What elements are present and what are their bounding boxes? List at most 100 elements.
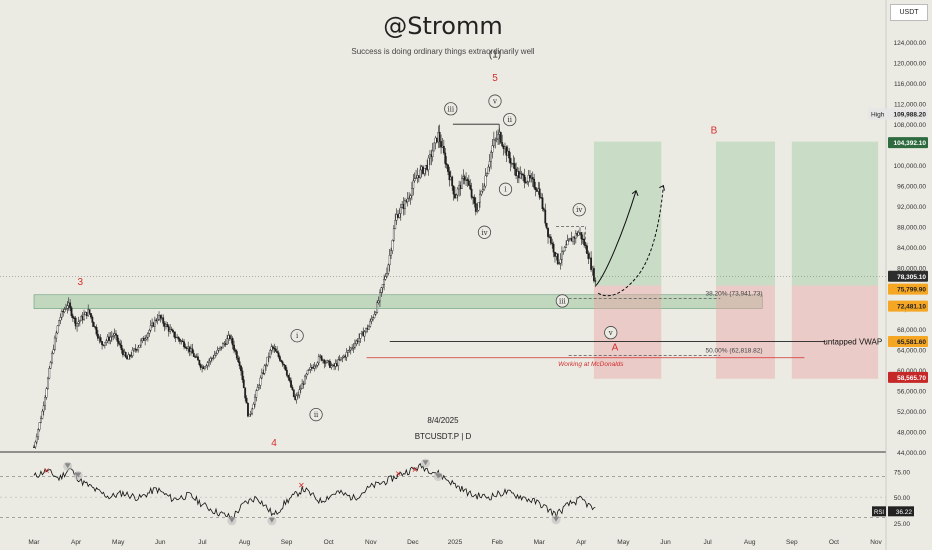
- candle-body: [144, 338, 147, 341]
- support-zone: [33, 294, 763, 309]
- price-tick: 60,000.00: [897, 368, 926, 375]
- candle-body: [492, 139, 495, 146]
- candle-body: [302, 383, 305, 385]
- candles-layer: [33, 124, 597, 449]
- candle-body: [112, 335, 115, 337]
- wave-label-v: v: [492, 98, 497, 106]
- candle-body: [317, 356, 320, 364]
- candle-body: [290, 380, 292, 388]
- candle-body: [545, 222, 548, 229]
- candle-body: [209, 358, 212, 362]
- time-axis: Mar Apr May Jun Jul Aug Sep Oct Nov Dec 2025 Feb Mar…: [28, 539, 882, 546]
- candle-body: [42, 405, 45, 412]
- candle-body: [431, 150, 434, 157]
- candle-body: [266, 356, 269, 366]
- time-tick: May: [112, 539, 125, 546]
- candle-body: [442, 145, 445, 154]
- rsi-tick: 75.00: [894, 469, 911, 476]
- wave-label-iv: iv: [481, 229, 487, 237]
- candle-body: [284, 365, 287, 371]
- candle-body: [487, 166, 490, 174]
- candle-body: [298, 389, 301, 396]
- candle-body: [301, 383, 304, 389]
- candle-body: [137, 347, 140, 351]
- candle-body: [423, 168, 426, 174]
- target-zone: [716, 141, 775, 286]
- candle-body: [206, 362, 209, 366]
- time-tick: Jun: [155, 539, 166, 546]
- candle-body: [34, 441, 37, 448]
- candle-body: [580, 232, 583, 240]
- candle-body: [269, 350, 272, 357]
- candle-body: [287, 374, 290, 378]
- candle-body: [529, 175, 531, 179]
- price-tag-bg: [888, 108, 928, 120]
- candle-body: [341, 357, 344, 359]
- candle-body: [231, 338, 234, 346]
- candle-body: [379, 292, 381, 302]
- rsi-pane: ✕ ✕ ✕ ✕ 75.00 50.00 25.00 RSI 36.22: [0, 458, 914, 528]
- lines-layer: 38.20% (73,941.73) 50.00% (62,818.82) unta…: [366, 123, 882, 368]
- candle-body: [456, 188, 459, 196]
- rsi-triangle-marker: [553, 516, 560, 522]
- candle-body: [237, 357, 240, 362]
- wave-circle: [488, 94, 502, 108]
- stop-zone: [791, 285, 879, 379]
- candle-body: [558, 262, 561, 265]
- projection-dashed: [597, 185, 664, 297]
- candle-body: [408, 197, 411, 200]
- candle-body: [253, 397, 256, 405]
- candle-body: [63, 309, 66, 312]
- candle-body: [203, 366, 206, 369]
- candle-body: [352, 347, 355, 349]
- candle-body: [383, 279, 386, 285]
- candle-body: [37, 429, 40, 438]
- candle-body: [53, 337, 56, 350]
- candle-body: [337, 359, 340, 366]
- rsi-cross-marker: ✕: [412, 465, 419, 474]
- candle-body: [445, 163, 448, 166]
- price-tick: 116,000.00: [894, 81, 926, 88]
- stop-zone: [716, 285, 775, 379]
- candle-body: [483, 185, 486, 190]
- candle-body: [198, 360, 201, 365]
- grid-layer: [0, 0, 887, 550]
- candle-body: [508, 150, 511, 159]
- time-tick: Apr: [576, 539, 587, 546]
- candle-body: [183, 341, 185, 348]
- rsi-line: [33, 462, 596, 519]
- candle-body: [252, 404, 255, 410]
- candle-body: [83, 314, 85, 320]
- candle-body: [469, 185, 472, 190]
- time-tick: Jul: [198, 539, 207, 546]
- candle-body: [159, 315, 162, 319]
- wave-label-(1): (1): [489, 50, 501, 61]
- candle-body: [280, 360, 283, 363]
- candle-body: [115, 333, 117, 336]
- candle-body: [340, 357, 342, 360]
- candle-body: [130, 355, 133, 357]
- zones-layer: [33, 141, 879, 379]
- candle-body: [584, 244, 587, 246]
- wave-label-4: 4: [271, 438, 277, 449]
- candle-body: [127, 354, 130, 360]
- currency-button[interactable]: USDT: [890, 4, 928, 21]
- chart-symbol: BTCUSDT.P | D: [414, 432, 472, 441]
- wave-circle: [498, 182, 513, 196]
- candle-body: [398, 213, 401, 218]
- rsi-cross-marker: ✕: [298, 481, 305, 490]
- candle-body: [390, 250, 392, 256]
- candle-body: [181, 340, 184, 343]
- rsi-tick: 25.00: [894, 521, 911, 528]
- candle-body: [197, 356, 199, 361]
- candle-body: [433, 142, 436, 152]
- price-tag-bg: [888, 371, 928, 383]
- candle-body: [365, 327, 367, 332]
- candle-body: [526, 181, 529, 183]
- price-tag-bg: [888, 137, 928, 149]
- candle-body: [241, 370, 244, 380]
- price-tick: 44,000.00: [897, 450, 926, 457]
- time-tick: Feb: [491, 539, 503, 546]
- candle-body: [374, 312, 377, 315]
